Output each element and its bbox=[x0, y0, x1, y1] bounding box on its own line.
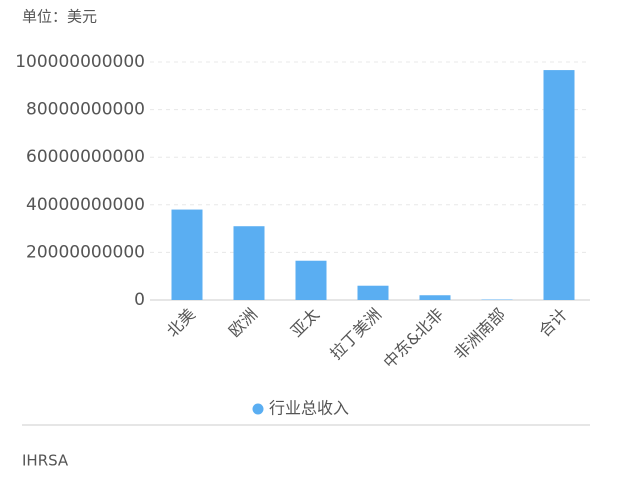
y-tick-label: 20000000000 bbox=[26, 242, 145, 262]
chart-subtitle: 单位：美元 bbox=[22, 8, 97, 26]
x-tick-label: 欧洲 bbox=[225, 305, 261, 341]
legend-marker bbox=[252, 403, 264, 415]
legend-label: 行业总收入 bbox=[269, 399, 349, 418]
y-tick-label: 40000000000 bbox=[26, 195, 145, 215]
bar bbox=[295, 260, 327, 300]
x-tick-label: 非洲南部 bbox=[450, 305, 509, 364]
bar bbox=[233, 226, 265, 300]
y-tick-label: 0 bbox=[134, 290, 145, 310]
source: IHRSA bbox=[22, 452, 69, 470]
bar bbox=[171, 209, 203, 300]
x-tick-label: 拉丁美洲 bbox=[326, 305, 385, 364]
y-tick-label: 80000000000 bbox=[26, 100, 145, 120]
y-tick-label: 100000000000 bbox=[15, 52, 145, 72]
bar bbox=[419, 295, 451, 300]
bar bbox=[543, 70, 575, 300]
x-tick-label: 北美 bbox=[163, 305, 199, 341]
bar bbox=[357, 285, 389, 300]
y-tick-label: 60000000000 bbox=[26, 147, 145, 167]
x-tick-label: 中东&北非 bbox=[379, 305, 447, 373]
x-tick-label: 合计 bbox=[535, 305, 571, 341]
x-tick-label: 亚太 bbox=[287, 305, 323, 341]
